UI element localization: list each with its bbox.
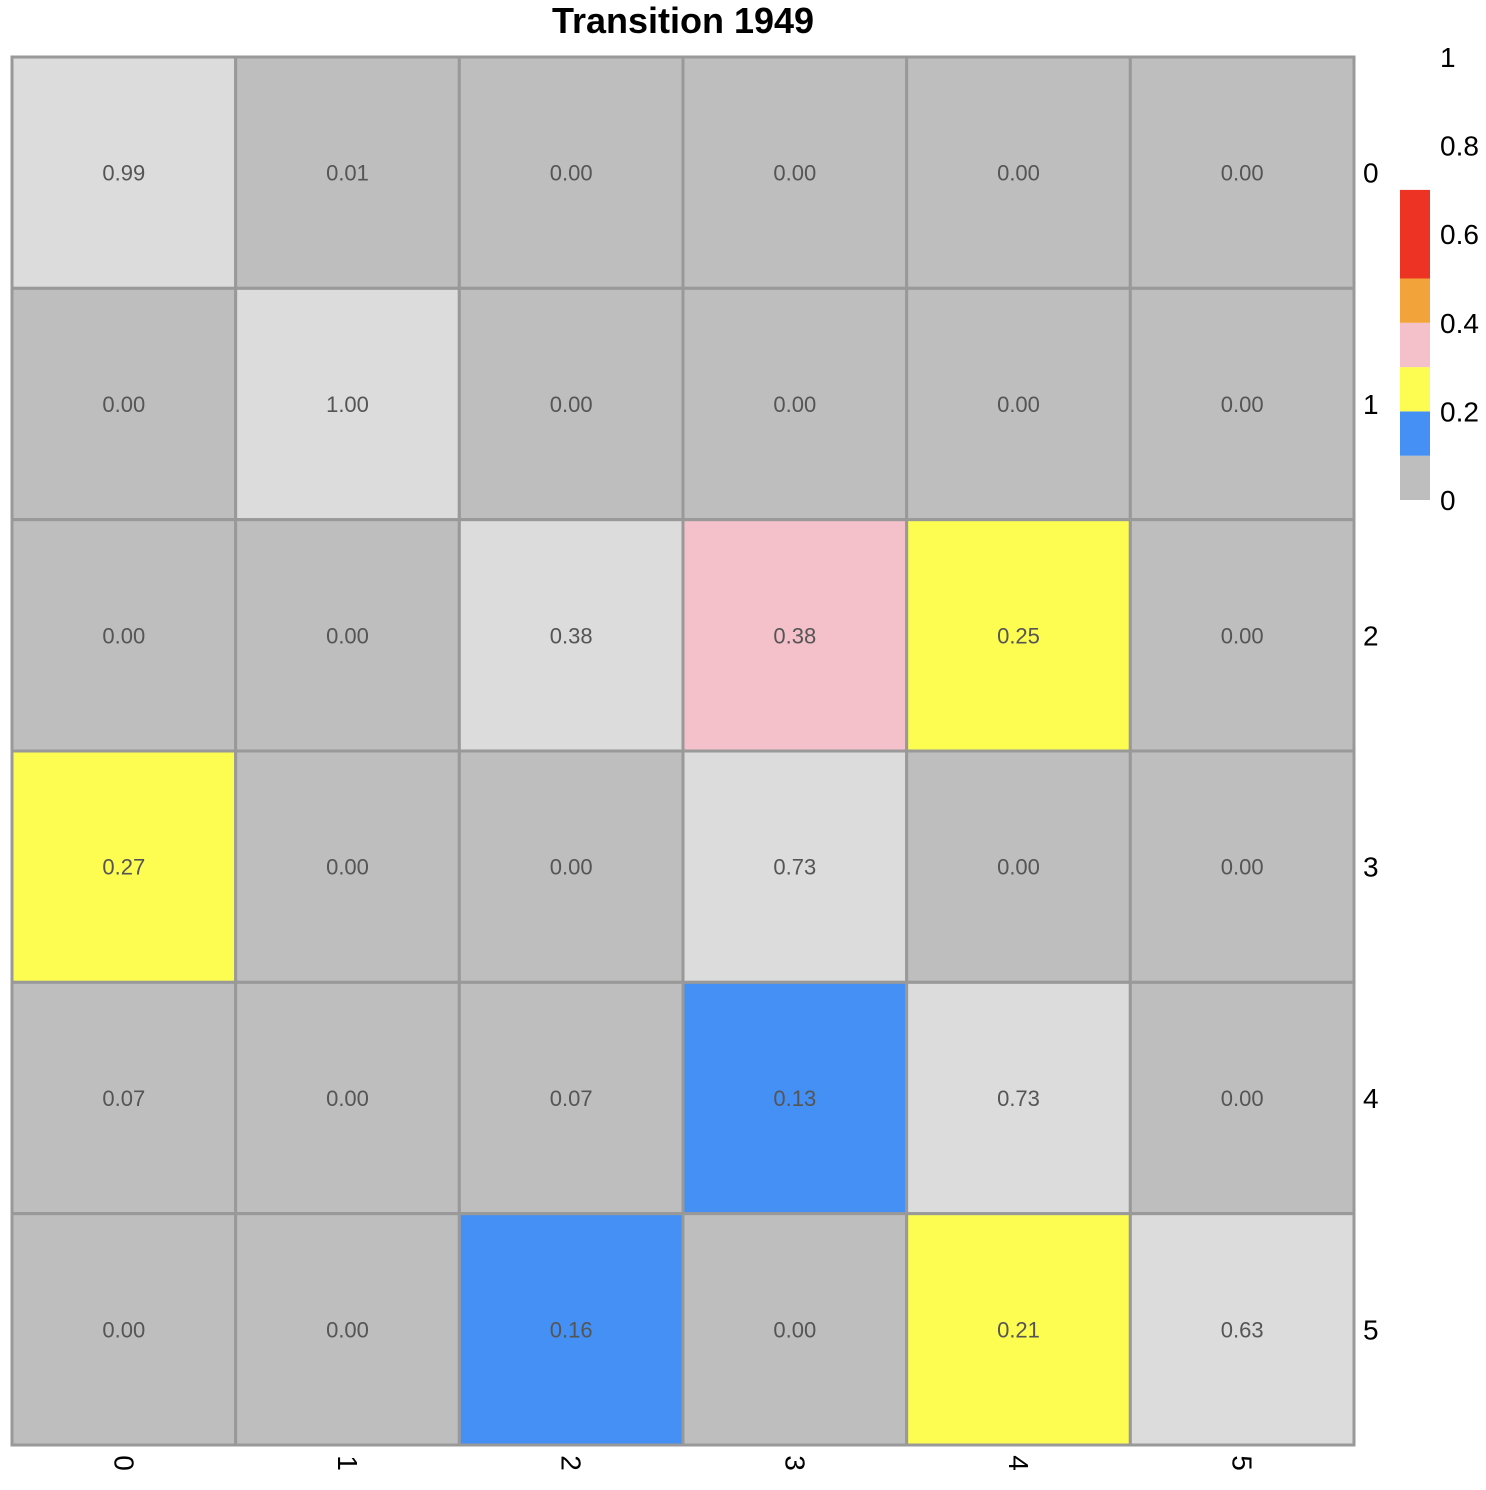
- cell-value-label: 0.38: [773, 623, 816, 648]
- cell-value-label: 0.13: [773, 1086, 816, 1111]
- column-tick-label: 4: [1003, 1455, 1034, 1471]
- row-tick-label: 3: [1363, 852, 1379, 883]
- cell-value-label: 0.00: [102, 1317, 145, 1342]
- row-tick-label: 1: [1363, 389, 1379, 420]
- row-tick-label: 0: [1363, 158, 1379, 189]
- heatmap-cell: [905, 1212, 1132, 1447]
- cell-value-label: 0.25: [997, 623, 1040, 648]
- cell-value-label: 0.73: [997, 1086, 1040, 1111]
- legend-tick-label: 1: [1440, 42, 1456, 73]
- column-tick-label: 2: [556, 1455, 587, 1471]
- cell-value-label: 0.00: [773, 1317, 816, 1342]
- cell-value-label: 0.00: [326, 623, 369, 648]
- cell-value-label: 0.00: [1221, 623, 1264, 648]
- heatmap-cell: [234, 518, 461, 753]
- cell-value-label: 0.00: [102, 392, 145, 417]
- legend-color-swatch: [1400, 278, 1430, 323]
- heatmap-cell: [457, 980, 685, 1216]
- row-tick-label: 2: [1363, 620, 1379, 651]
- heatmap-cell: [905, 55, 1132, 290]
- row-tick-label: 4: [1363, 1083, 1379, 1114]
- column-tick-label: 3: [779, 1455, 810, 1471]
- row-tick-labels: 0 1 2 3 4 5: [1363, 158, 1379, 1346]
- cell-value-label: 0.00: [997, 392, 1040, 417]
- column-tick-label: 0: [108, 1455, 139, 1471]
- heatmap-cell: [681, 980, 909, 1216]
- heatmap-cell: [10, 55, 238, 290]
- cell-value-label: 0.00: [326, 855, 369, 880]
- heatmap-cell: [10, 980, 238, 1216]
- heatmap-cell: [905, 749, 1132, 984]
- row-tick-label: 5: [1363, 1314, 1379, 1345]
- cell-value-label: 0.73: [773, 855, 816, 880]
- cell-value-label: 1.00: [326, 392, 369, 417]
- chart-title: Transition 1949: [552, 0, 814, 41]
- legend-color-bar: [1400, 189, 1430, 500]
- cell-value-label: 0.00: [326, 1317, 369, 1342]
- heatmap-cell: [234, 286, 461, 522]
- cell-value-label: 0.00: [550, 161, 593, 186]
- color-legend: 1 0.8 0.6 0.4 0.2 0: [1400, 42, 1479, 516]
- cell-value-label: 0.00: [550, 392, 593, 417]
- legend-color-swatch: [1400, 455, 1430, 500]
- heatmap-cell: [1128, 55, 1356, 290]
- legend-color-swatch: [1400, 189, 1430, 279]
- heatmap-cell: [234, 749, 461, 984]
- heatmap-cell: [1128, 980, 1356, 1216]
- heatmap-cell: [1128, 286, 1356, 522]
- heatmap-cell: [681, 55, 909, 290]
- cell-value-label: 0.00: [773, 392, 816, 417]
- heatmap-cell: [457, 749, 685, 984]
- cell-value-label: 0.38: [550, 623, 593, 648]
- cell-value-label: 0.07: [102, 1086, 145, 1111]
- heatmap-cell: [905, 518, 1132, 753]
- cell-value-label: 0.16: [550, 1317, 593, 1342]
- heatmap-cell: [681, 518, 909, 753]
- heatmap-cell: [1128, 1212, 1356, 1447]
- cell-value-label: 0.00: [102, 623, 145, 648]
- cell-value-label: 0.01: [326, 161, 369, 186]
- cell-value-label: 0.00: [1221, 392, 1264, 417]
- cell-value-label: 0.07: [550, 1086, 593, 1111]
- legend-tick-label: 0: [1440, 485, 1456, 516]
- legend-color-swatch: [1400, 411, 1430, 456]
- cell-value-label: 0.00: [1221, 855, 1264, 880]
- column-tick-labels: 0 1 2 3 4 5: [108, 1455, 1257, 1471]
- heatmap-cell: [1128, 518, 1356, 753]
- cell-value-label: 0.00: [550, 855, 593, 880]
- legend-tick-label: 0.6: [1440, 219, 1479, 250]
- heatmap-cell: [10, 749, 238, 984]
- column-tick-label: 1: [332, 1455, 363, 1471]
- heatmap-cell: [10, 1212, 238, 1447]
- cell-value-label: 0.21: [997, 1317, 1040, 1342]
- legend-tick-label: 0.8: [1440, 131, 1479, 162]
- heatmap-cell: [681, 286, 909, 522]
- column-tick-label: 5: [1227, 1455, 1258, 1471]
- legend-color-swatch: [1400, 367, 1430, 412]
- heatmap-cell: [234, 55, 461, 290]
- legend-tick-label: 0.4: [1440, 308, 1479, 339]
- cell-value-label: 0.00: [773, 161, 816, 186]
- legend-tick-label: 0.2: [1440, 396, 1479, 427]
- legend-tick-labels: 1 0.8 0.6 0.4 0.2 0: [1440, 42, 1479, 516]
- cell-value-label: 0.99: [102, 161, 145, 186]
- heatmap-cell: [457, 55, 685, 290]
- legend-color-swatch: [1400, 322, 1430, 368]
- cell-value-label: 0.63: [1221, 1317, 1264, 1342]
- cell-value-label: 0.00: [997, 161, 1040, 186]
- heatmap-cell: [681, 749, 909, 984]
- heatmap-cell: [1128, 749, 1356, 984]
- cell-value-label: 0.27: [102, 855, 145, 880]
- heatmap-cell: [681, 1212, 909, 1447]
- cell-value-label: 0.00: [997, 855, 1040, 880]
- cell-value-label: 0.00: [1221, 1086, 1264, 1111]
- heatmap-cell: [10, 518, 238, 753]
- cell-value-label: 0.00: [326, 1086, 369, 1111]
- cell-value-label: 0.00: [1221, 161, 1264, 186]
- heatmap-cell: [905, 980, 1132, 1216]
- heatmap-cells: 0.99 0.01 0.00 0.00 0.00 0.00 0.00 1.00 0.00 0.00…: [10, 55, 1356, 1447]
